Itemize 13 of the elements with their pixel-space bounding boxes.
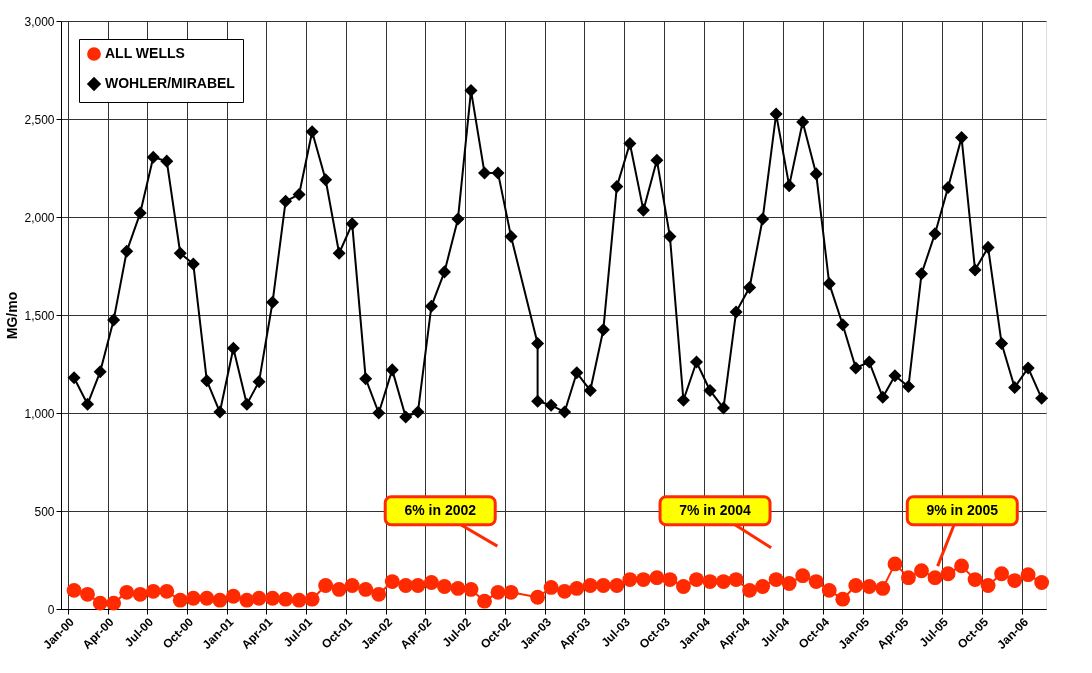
- y-tick-label: 500: [34, 504, 55, 519]
- y-tick-label: 0: [47, 602, 55, 617]
- y-tick-label: 1,500: [24, 308, 55, 323]
- legend-label: WOHLER/MIRABEL: [105, 75, 236, 91]
- annotation: 6% in 2002: [404, 501, 477, 518]
- annotation: 7% in 2004: [679, 501, 752, 518]
- y-tick-label: 2,000: [24, 210, 55, 225]
- y-tick-label: 1,000: [24, 406, 55, 421]
- legend-label: ALL WELLS: [105, 45, 185, 61]
- annotation: 9% in 2005: [926, 501, 999, 518]
- y-tick-label: 3,000: [24, 14, 55, 29]
- y-axis-title: MG/mo: [4, 291, 21, 340]
- y-tick-label: 2,500: [24, 112, 55, 127]
